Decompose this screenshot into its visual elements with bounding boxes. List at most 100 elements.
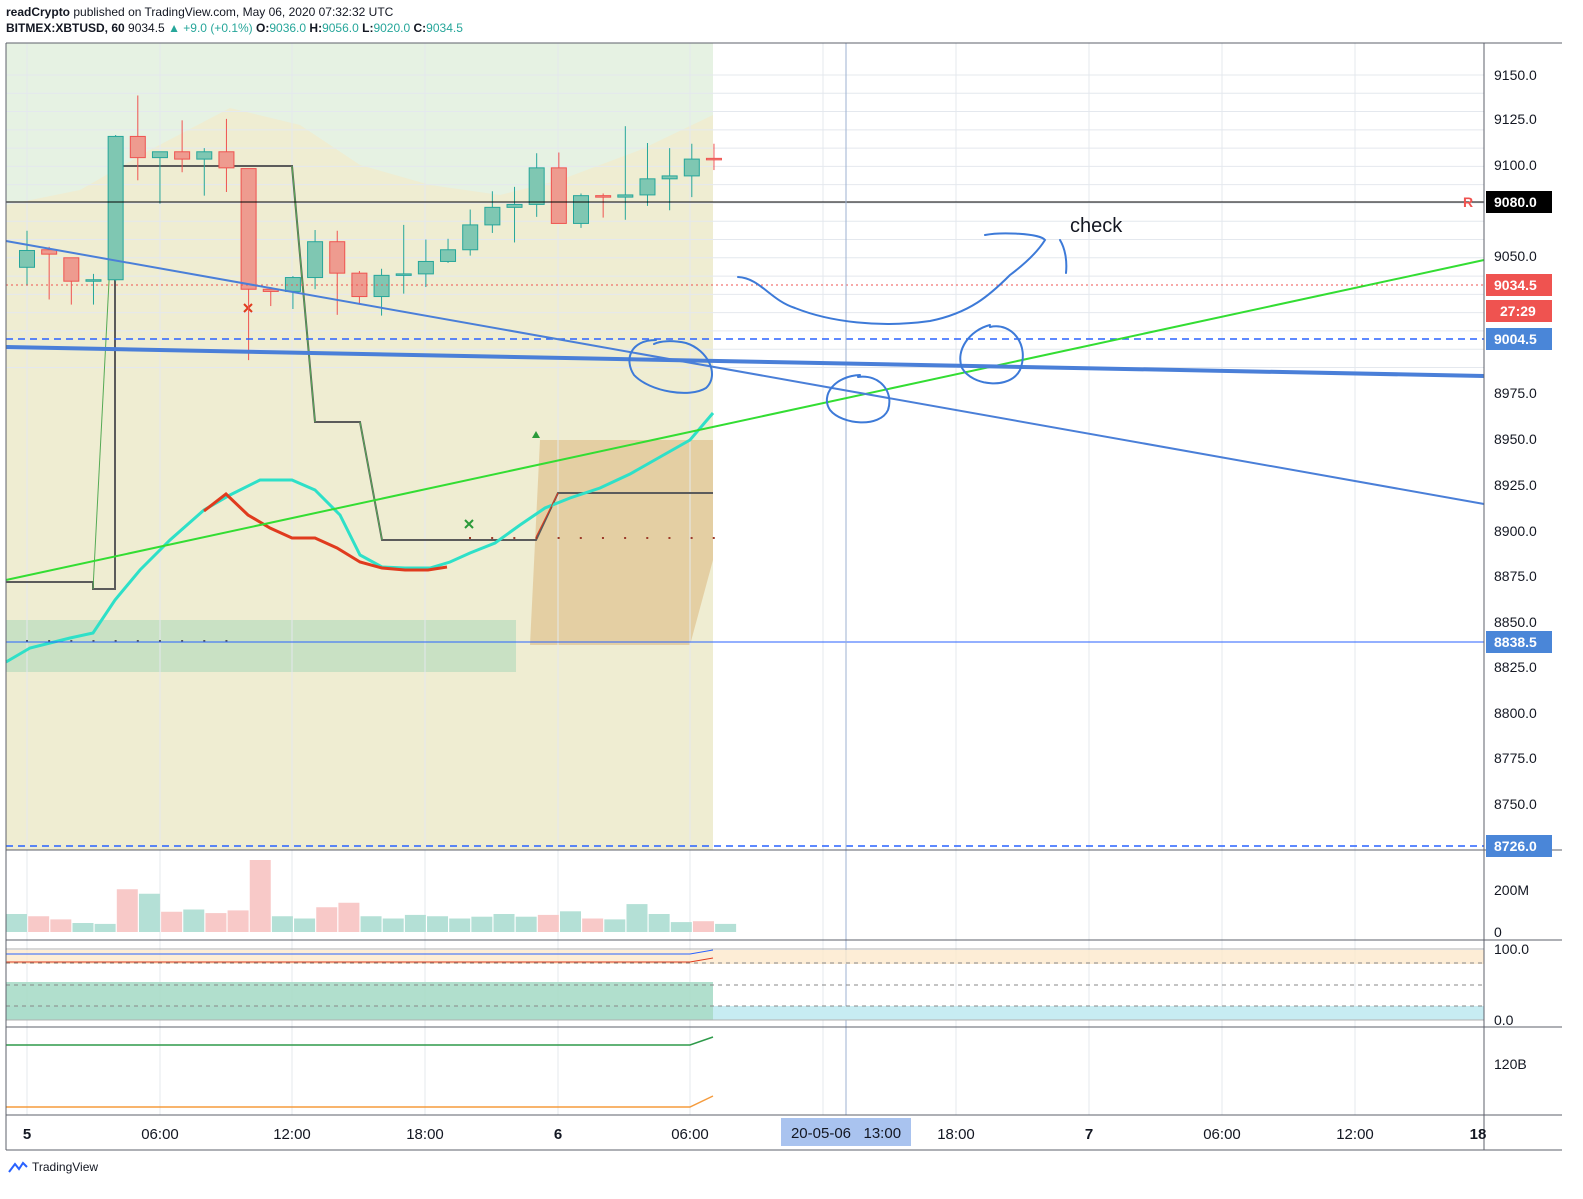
volume-bar: [50, 919, 72, 932]
oscillator-pane[interactable]: [6, 948, 1484, 1021]
oscillator-line-blue: [6, 949, 714, 955]
candle-body[interactable]: [417, 260, 434, 275]
price-tick-label: 9125.0: [1494, 111, 1537, 127]
oscillator-fill: [6, 982, 713, 1020]
volume-bar: [626, 904, 648, 932]
price-tick-label: 9150.0: [1494, 67, 1537, 83]
footer-brand[interactable]: TradingView: [32, 1160, 99, 1174]
candle-body[interactable]: [41, 249, 58, 255]
check-annotation[interactable]: check: [1070, 215, 1123, 237]
low-label: L:: [362, 21, 374, 35]
candle-body[interactable]: [705, 157, 722, 161]
time-tick-label: 12:00: [273, 1126, 311, 1143]
volume-bar: [537, 914, 559, 932]
candle-body[interactable]: [639, 178, 656, 196]
candle-body[interactable]: [440, 249, 457, 262]
price-tick-label: 8850.0: [1494, 614, 1537, 630]
price-badge-bg: [1486, 300, 1552, 322]
candle-body[interactable]: [19, 249, 35, 268]
oscillator-line-red: [6, 957, 714, 963]
green-trendline[interactable]: [5, 259, 1485, 581]
candle-body[interactable]: [329, 241, 346, 274]
candle-body[interactable]: [218, 151, 235, 169]
candle-body[interactable]: [129, 135, 146, 159]
indicator3-pane[interactable]: [6, 1036, 714, 1108]
author-name[interactable]: readCrypto: [6, 5, 71, 19]
freehand-curve[interactable]: [737, 232, 1047, 325]
time-tick-label: 18:00: [406, 1126, 444, 1143]
freehand-tick[interactable]: [1059, 239, 1068, 274]
low-value: 9020.0: [373, 21, 411, 35]
chart-header: readCrypto published on TradingView.com,…: [6, 4, 1006, 36]
price-tick-label: 8775.0: [1494, 750, 1537, 766]
volume-bar: [28, 916, 50, 932]
high-label: H:: [309, 21, 323, 35]
candle-body[interactable]: [307, 241, 324, 279]
dot-marker: [181, 640, 184, 642]
blue-thick-trendline[interactable]: [5, 345, 1485, 378]
background-layer: [6, 43, 713, 850]
candle-body[interactable]: [395, 273, 412, 276]
close-label: C:: [413, 21, 427, 35]
candle-body[interactable]: [196, 151, 213, 160]
price-badge-bg: [1486, 835, 1552, 857]
candle-body[interactable]: [85, 279, 102, 282]
price-badge-label[interactable]: 9004.5: [1494, 331, 1537, 347]
volume-bar: [670, 922, 692, 932]
candle-body[interactable]: [573, 195, 589, 224]
candle-body[interactable]: [462, 224, 479, 251]
candle-body[interactable]: [174, 151, 191, 160]
candle-body[interactable]: [506, 203, 523, 208]
candle-body[interactable]: [617, 194, 634, 198]
indicator3-tick-label: 120B: [1494, 1056, 1527, 1072]
candle-body[interactable]: [284, 277, 301, 292]
price-tick-label: 8900.0: [1494, 523, 1537, 539]
volume-bar: [692, 921, 714, 932]
candles-layer[interactable]: [19, 95, 722, 361]
dot-marker: [690, 537, 693, 539]
price-badge-label[interactable]: 8726.0: [1494, 838, 1537, 854]
candle-body[interactable]: [373, 274, 390, 298]
volume-bar: [294, 918, 316, 932]
footer: TradingView: [8, 1160, 98, 1174]
dot-marker: [624, 537, 627, 539]
candle-body[interactable]: [550, 167, 567, 224]
candle-body[interactable]: [484, 206, 501, 226]
circle-annotation[interactable]: [825, 374, 891, 424]
time-tick-label: 06:00: [1203, 1126, 1241, 1143]
price-badge-label[interactable]: 9034.5: [1494, 277, 1537, 293]
dot-marker: [26, 640, 28, 642]
candle-body[interactable]: [683, 158, 700, 177]
blue-descending-trendline[interactable]: [5, 240, 1485, 505]
axes-layer[interactable]: 9150.0 9125.0 9100.0 9050.0 8975.0 8950.0 8925…: [5, 42, 1562, 1151]
dot-marker: [114, 640, 117, 642]
buy-cross-marker: [464, 519, 474, 529]
volume-bar: [6, 914, 27, 932]
crosshair-time-badge: [781, 1118, 911, 1146]
circle-annotation[interactable]: [628, 339, 713, 394]
circle-annotation[interactable]: [959, 324, 1024, 385]
candle-body[interactable]: [661, 175, 678, 180]
volume-tick-label: 200M: [1494, 882, 1529, 898]
candle-body[interactable]: [528, 167, 545, 205]
symbol-label[interactable]: BITMEX:XBTUSD, 60: [6, 21, 125, 35]
candle-body[interactable]: [351, 272, 368, 298]
candle-body[interactable]: [63, 257, 80, 282]
volume-pane[interactable]: [6, 860, 737, 932]
candle-body[interactable]: [240, 168, 257, 290]
price-badge-label[interactable]: 8838.5: [1494, 634, 1537, 650]
oscillator-tick-label: 0.0: [1494, 1012, 1514, 1028]
drawings-layer[interactable]: [5, 43, 1485, 1115]
candle-body[interactable]: [151, 151, 168, 159]
candle-body[interactable]: [595, 195, 612, 198]
crosshair-time-label: 20-05-06 13:00: [791, 1125, 901, 1142]
price-badge-label[interactable]: 9080.0: [1494, 194, 1537, 210]
time-tick-label: 18: [1470, 1126, 1487, 1143]
volume-bar: [316, 907, 338, 932]
price-badge-label[interactable]: 27:29: [1500, 303, 1536, 319]
candle-body[interactable]: [107, 135, 124, 281]
dot-marker: [92, 640, 95, 642]
volume-bar: [72, 923, 94, 932]
price-badge-bg: [1486, 191, 1552, 213]
